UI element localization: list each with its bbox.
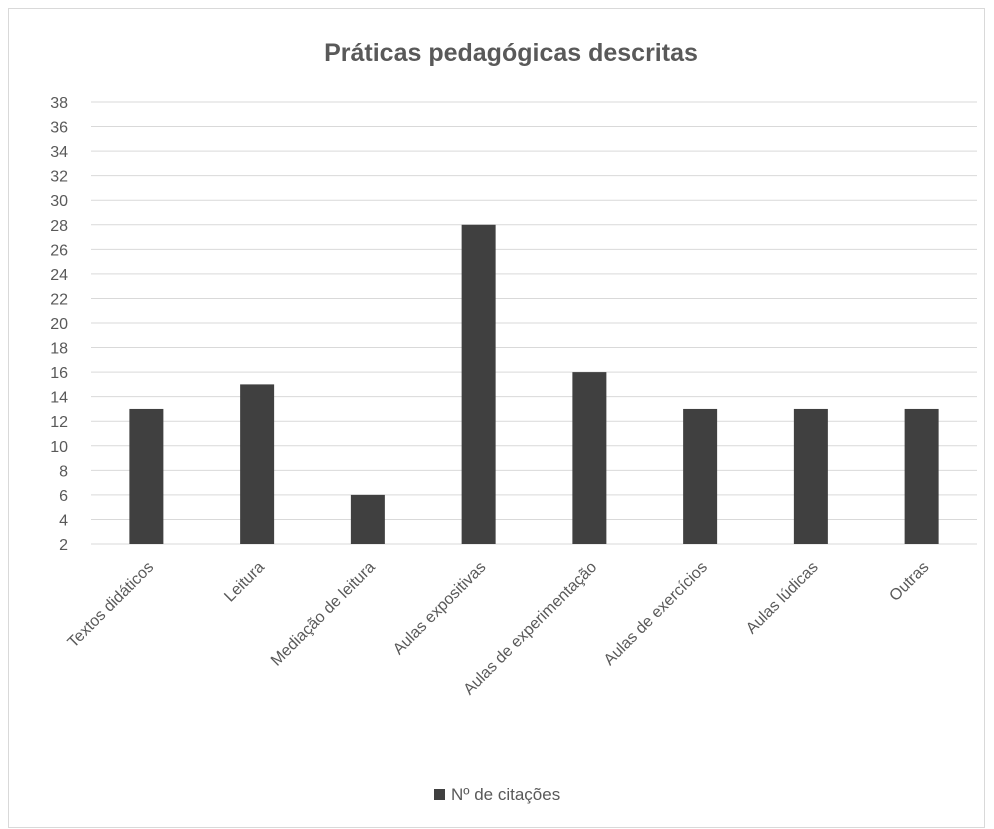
chart-frame: Práticas pedagógicas descritas 2 4 6 8 10 12 1… [8, 8, 985, 828]
y-tick-label: 36 [50, 120, 68, 137]
y-tick-label: 26 [50, 242, 68, 259]
y-tick-label: 32 [50, 169, 68, 186]
chart-title: Práticas pedagógicas descritas [324, 39, 698, 67]
y-tick-label: 16 [50, 365, 68, 382]
x-category-label: Leitura [221, 559, 268, 606]
y-tick-label: 24 [50, 267, 68, 284]
y-tick-label: 34 [50, 144, 68, 161]
bar [572, 372, 607, 544]
x-category-label: Textos didáticos [65, 559, 158, 652]
legend-label: Nº de citações [451, 785, 560, 804]
y-tick-label: 2 [59, 537, 68, 554]
y-tick-label: 30 [50, 193, 68, 210]
bar [129, 408, 164, 544]
bar [350, 494, 385, 544]
legend-swatch [434, 789, 445, 800]
bar [904, 408, 939, 544]
y-tick-label: 14 [50, 390, 68, 407]
y-tick-label: 28 [50, 218, 68, 235]
x-category-label: Aulas de experimentação [461, 559, 601, 699]
bar [240, 384, 275, 544]
y-tick-label: 38 [50, 95, 68, 112]
x-axis-category-labels: Textos didáticos Leitura Mediação de leitu… [65, 559, 933, 699]
y-tick-label: 22 [50, 291, 68, 308]
x-category-label: Aulas lúdicas [743, 559, 822, 638]
chart-svg: Práticas pedagógicas descritas 246810121… [50, 39, 977, 804]
y-tick-label: 12 [50, 414, 68, 431]
bar [683, 408, 718, 544]
y-tick-label: 18 [50, 341, 68, 358]
y-tick-label: 10 [50, 439, 68, 456]
bar [461, 224, 496, 544]
bars [129, 224, 939, 544]
x-category-label: Aulas de exercícios [601, 559, 711, 669]
y-tick-label: 20 [50, 316, 68, 333]
x-category-label: Outras [886, 559, 932, 605]
gridlines [91, 101, 977, 545]
y-tick-label: 8 [59, 463, 68, 480]
y-tick-label: 6 [59, 488, 68, 505]
x-category-label: Mediação de leitura [268, 559, 379, 670]
bar [793, 408, 828, 544]
legend: Nº de citações [434, 785, 560, 804]
y-tick-label: 4 [59, 512, 68, 529]
x-category-label: Aulas expositivas [390, 559, 489, 658]
